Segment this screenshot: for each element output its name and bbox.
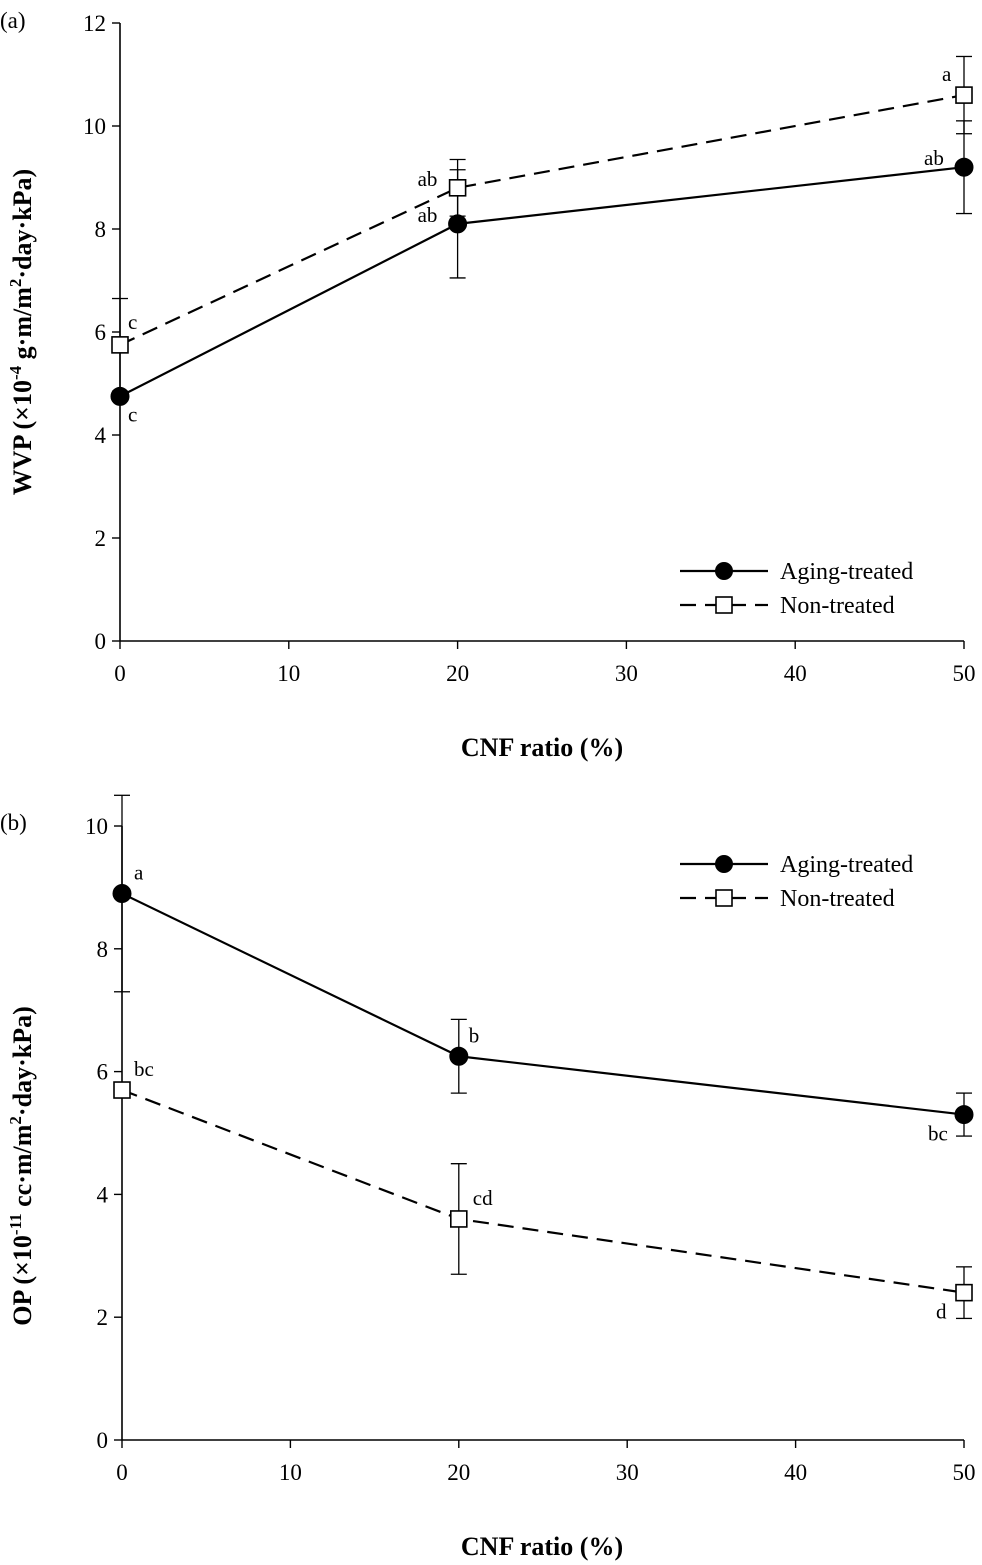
panel-a-y-axis-title: WVP (×10-4 g·m/m2·day·kPa) <box>6 169 37 495</box>
data-point-circle <box>448 214 468 234</box>
y-tick-label: 12 <box>83 11 106 36</box>
series-line <box>121 1088 965 1294</box>
x-tick-label: 40 <box>784 1460 807 1485</box>
data-point-circle <box>954 1105 974 1125</box>
data-point-square <box>111 336 129 354</box>
legend-marker-square <box>715 889 733 907</box>
legend-marker-circle <box>715 855 733 873</box>
y-tick-label: 8 <box>97 937 109 962</box>
significance-label: cd <box>473 1186 493 1210</box>
x-tick-label: 40 <box>784 661 807 686</box>
x-tick-label: 0 <box>114 661 126 686</box>
panel-b-legend: Aging-treated Non-treated <box>680 852 913 912</box>
panel-a: (a) 0 2 4 6 8 10 12 0 10 20 30 40 50 c ab ab c ab a Aging… <box>0 8 976 762</box>
series-non-treated: c ab a <box>111 55 973 392</box>
legend-label: Non-treated <box>780 886 895 912</box>
significance-label: ab <box>418 167 438 191</box>
series-line <box>121 892 965 1116</box>
y-tick-label: 0 <box>97 1428 109 1453</box>
series-line <box>119 94 965 346</box>
y-tick-label: 2 <box>95 526 107 551</box>
legend-item-aging-treated: Aging-treated <box>680 852 913 878</box>
legend-marker-circle <box>715 562 733 580</box>
panel-a-x-axis-title: CNF ratio (%) <box>461 733 623 762</box>
data-point-square <box>955 1283 973 1302</box>
series-line <box>119 166 965 398</box>
y-tick-label: 10 <box>85 814 108 839</box>
data-point-circle <box>954 157 974 177</box>
legend-marker-square <box>715 596 733 614</box>
panel-b: (b) 0 2 4 6 8 10 0 10 20 30 40 50 a b bc bc cd d Aging-t… <box>0 794 976 1561</box>
x-tick-label: 20 <box>446 661 469 686</box>
y-tick-label: 8 <box>95 217 107 242</box>
y-tick-label: 2 <box>97 1305 109 1330</box>
data-point-square <box>448 179 467 197</box>
panel-a-legend: Aging-treated Non-treated <box>680 559 913 619</box>
y-tick-label: 0 <box>95 629 107 654</box>
significance-label: c <box>128 402 137 426</box>
data-point-circle <box>449 1046 469 1066</box>
series-aging-treated: c ab ab <box>110 120 974 426</box>
panel-b-label: (b) <box>0 810 27 835</box>
significance-label: a <box>942 62 952 86</box>
data-point-square <box>449 1210 468 1228</box>
x-tick-label: 30 <box>616 1460 639 1485</box>
y-tick-label: 6 <box>95 320 107 345</box>
significance-label: c <box>128 310 137 334</box>
significance-label: a <box>134 861 144 885</box>
x-tick-label: 50 <box>953 1460 976 1485</box>
data-point-square <box>113 1081 131 1099</box>
data-point-square <box>955 86 973 104</box>
significance-label: b <box>469 1023 480 1047</box>
series-aging-treated: a b bc <box>112 794 974 1146</box>
legend-item-aging-treated: Aging-treated <box>680 559 913 585</box>
panel-a-label: (a) <box>0 8 26 33</box>
significance-label: bc <box>134 1057 154 1081</box>
significance-label: ab <box>418 203 438 227</box>
x-tick-label: 0 <box>116 1460 128 1485</box>
panel-b-y-axis-title: OP (×10-11 cc·m/m2·day·kPa) <box>6 1006 37 1326</box>
panel-b-series: a b bc bc cd d <box>112 794 974 1324</box>
series-non-treated: bc cd d <box>113 1057 973 1324</box>
significance-label: bc <box>928 1122 948 1146</box>
panel-b-x-axis-title: CNF ratio (%) <box>461 1532 623 1561</box>
y-tick-label: 4 <box>97 1182 109 1207</box>
x-tick-label: 10 <box>279 1460 302 1485</box>
data-point-circle <box>112 884 132 904</box>
legend-item-non-treated: Non-treated <box>680 593 895 619</box>
x-tick-label: 20 <box>447 1460 470 1485</box>
x-tick-label: 10 <box>277 661 300 686</box>
significance-label: d <box>936 1300 947 1324</box>
panel-a-axes: 0 2 4 6 8 10 12 0 10 20 30 40 50 <box>83 11 976 686</box>
significance-label: ab <box>924 146 944 170</box>
panel-a-series: c ab ab c ab a <box>110 55 974 426</box>
y-tick-label: 6 <box>97 1060 109 1085</box>
legend-item-non-treated: Non-treated <box>680 886 895 912</box>
legend-label: Aging-treated <box>780 852 913 878</box>
y-tick-label: 4 <box>95 423 107 448</box>
x-tick-label: 30 <box>615 661 638 686</box>
y-tick-label: 10 <box>83 114 106 139</box>
legend-label: Non-treated <box>780 593 895 619</box>
x-tick-label: 50 <box>953 661 976 686</box>
panel-b-axes: 0 2 4 6 8 10 0 10 20 30 40 50 <box>85 814 976 1485</box>
legend-label: Aging-treated <box>780 559 913 585</box>
